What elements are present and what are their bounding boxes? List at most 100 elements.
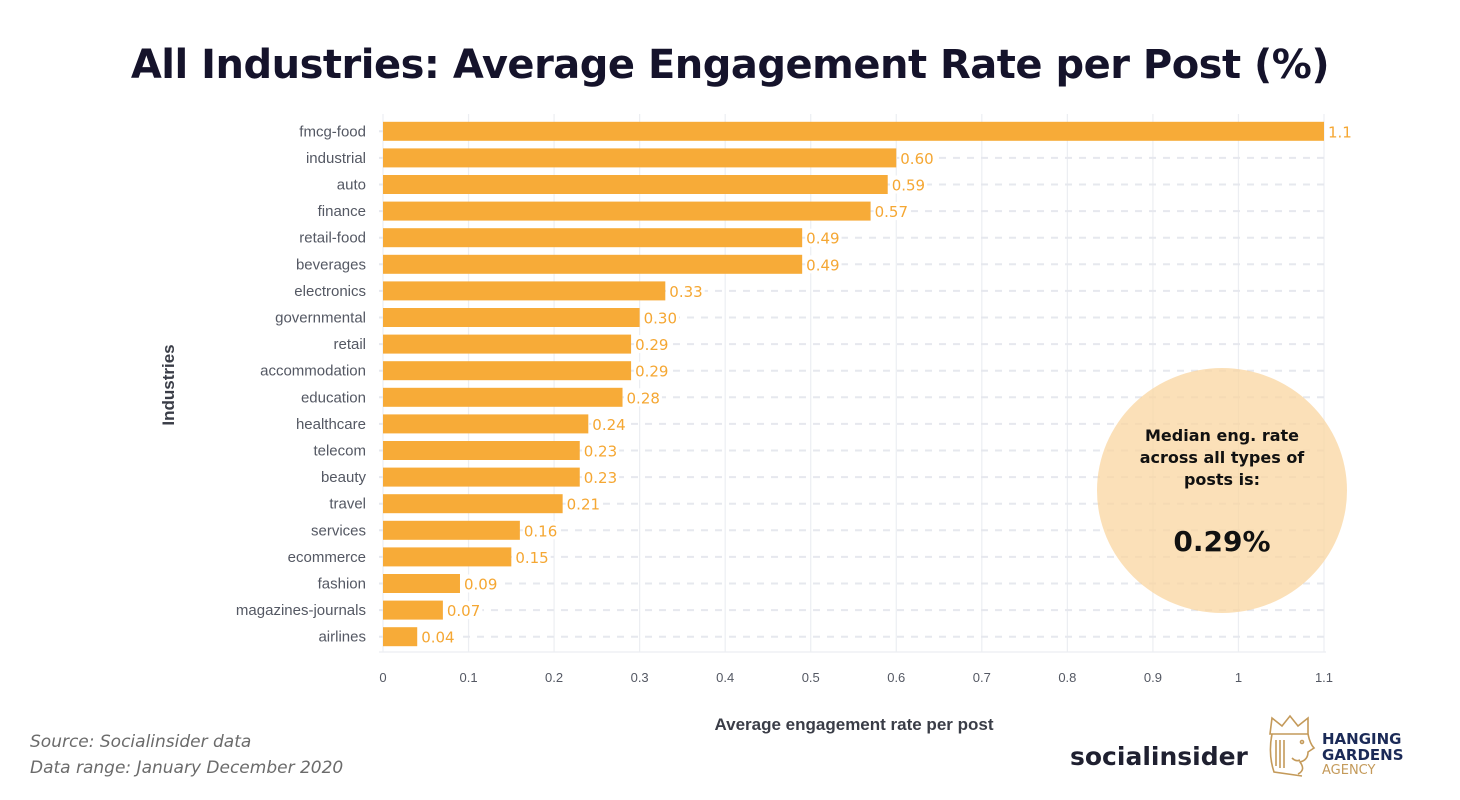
x-tick-label: 0.8: [1058, 670, 1076, 685]
category-label: governmental: [275, 310, 366, 327]
value-label: 0.23: [584, 443, 617, 461]
bar-finance: [383, 201, 871, 221]
x-tick-label: 0.2: [545, 670, 563, 685]
value-label: 0.15: [515, 549, 548, 567]
value-label: 0.30: [644, 310, 677, 328]
bar-airlines: [383, 627, 418, 647]
y-axis-title: Industries: [159, 344, 178, 425]
value-label-backing: [591, 414, 628, 433]
x-axis-title: Average engagement rate per post: [714, 715, 993, 734]
category-label: magazines-journals: [236, 602, 366, 619]
bar-retail-food: [383, 228, 803, 248]
median-callout-circle: [1097, 368, 1347, 613]
x-tick-label: 0: [379, 670, 386, 685]
value-label: 0.23: [584, 469, 617, 487]
bar-retail: [383, 334, 632, 354]
category-label: services: [311, 522, 366, 539]
value-label: 0.04: [421, 629, 454, 647]
value-label-backing: [445, 601, 483, 620]
median-line-1: Median eng. rate: [1145, 426, 1299, 445]
category-label: electronics: [294, 283, 366, 300]
bar-fmcg-food: [383, 121, 1324, 141]
category-label: education: [301, 389, 366, 406]
value-label-backing: [634, 335, 671, 354]
value-label-backing: [565, 494, 603, 513]
category-label: retail-food: [299, 230, 366, 247]
source-note: Source: Socialinsider data Data range: J…: [30, 729, 343, 781]
labels: 0 0.1 0.2 0.3 0.4 0.5 0.6 0.7 0.8 0.9 1 1.1 fmcg-foo…: [236, 122, 1354, 685]
value-label-backing: [873, 202, 911, 221]
median-value: 0.29%: [1173, 525, 1271, 558]
value-label: 0.49: [806, 256, 839, 274]
category-label: ecommerce: [288, 549, 366, 566]
x-tick-label: 0.3: [631, 670, 649, 685]
value-label: 0.59: [892, 177, 925, 195]
category-label: travel: [329, 496, 366, 513]
hg-line-2: GARDENS: [1322, 746, 1404, 764]
category-label: beverages: [296, 256, 366, 273]
bar-accommodation: [383, 361, 632, 381]
data-range-text: Data range: January December 2020: [30, 758, 344, 778]
category-label: airlines: [318, 629, 366, 646]
category-label: fashion: [318, 576, 366, 593]
value-label-backing: [634, 361, 671, 380]
value-label: 1.1: [1328, 123, 1352, 141]
bar-telecom: [383, 441, 580, 460]
value-label: 0.29: [635, 363, 668, 381]
median-line-3: posts is:: [1183, 470, 1261, 489]
value-label: 0.57: [875, 203, 908, 221]
value-label-backing: [420, 627, 457, 646]
value-label-backing: [514, 547, 551, 566]
king-card-logo-icon: [1269, 714, 1316, 777]
bar-electronics: [383, 281, 666, 301]
bar-beverages: [383, 254, 803, 274]
chart-title: All Industries: Average Engagement Rate …: [130, 42, 1330, 88]
category-label: accommodation: [260, 363, 366, 380]
median-line-2: across all types of: [1139, 448, 1305, 467]
bar-fashion: [383, 574, 460, 593]
value-label: 0.07: [447, 602, 480, 620]
category-label: finance: [318, 203, 366, 220]
hg-line-1: HANGING: [1322, 730, 1402, 748]
value-label: 0.24: [592, 416, 625, 434]
category-label: beauty: [321, 469, 367, 486]
bar-industrial: [383, 148, 897, 168]
hg-line-3: AGENCY: [1322, 763, 1376, 778]
category-label: healthcare: [296, 416, 366, 433]
value-label-backing: [582, 441, 620, 460]
value-label: 0.29: [635, 336, 668, 354]
hanging-gardens-logo: HANGING GARDENS AGENCY: [1322, 731, 1404, 779]
category-label: industrial: [306, 150, 366, 167]
value-label-backing: [522, 521, 560, 540]
value-label: 0.33: [669, 283, 702, 301]
value-label-backing: [462, 574, 500, 593]
value-label-backing: [642, 308, 680, 327]
bar-ecommerce: [383, 547, 512, 567]
source-text: Source: Socialinsider data: [30, 732, 252, 752]
category-label: auto: [337, 177, 366, 194]
value-label-backing: [805, 228, 842, 247]
value-label-backing: [668, 281, 705, 300]
x-tick-label: 1.1: [1315, 670, 1333, 685]
bar-education: [383, 387, 623, 407]
x-tick-label: 1: [1235, 670, 1242, 685]
x-tick-label: 0.4: [716, 670, 734, 685]
category-label: fmcg-food: [299, 123, 366, 140]
value-label: 0.09: [464, 576, 497, 594]
value-label: 0.60: [900, 150, 933, 168]
value-label-backing: [625, 388, 662, 407]
value-label-backing: [582, 468, 620, 487]
value-label-backing: [890, 175, 928, 194]
bar-services: [383, 520, 520, 540]
bars: [383, 121, 1324, 647]
bar-beauty: [383, 467, 580, 487]
value-label-backing: [899, 148, 936, 167]
median-callout-text: Median eng. rate across all types of pos…: [1097, 425, 1347, 491]
category-label: retail: [333, 336, 366, 353]
value-label: 0.49: [806, 230, 839, 248]
x-tick-label: 0.5: [802, 670, 820, 685]
x-tick-label: 0.1: [460, 670, 478, 685]
socialinsider-logo: socialinsider: [1070, 742, 1248, 771]
value-label-backing: [1327, 122, 1354, 141]
